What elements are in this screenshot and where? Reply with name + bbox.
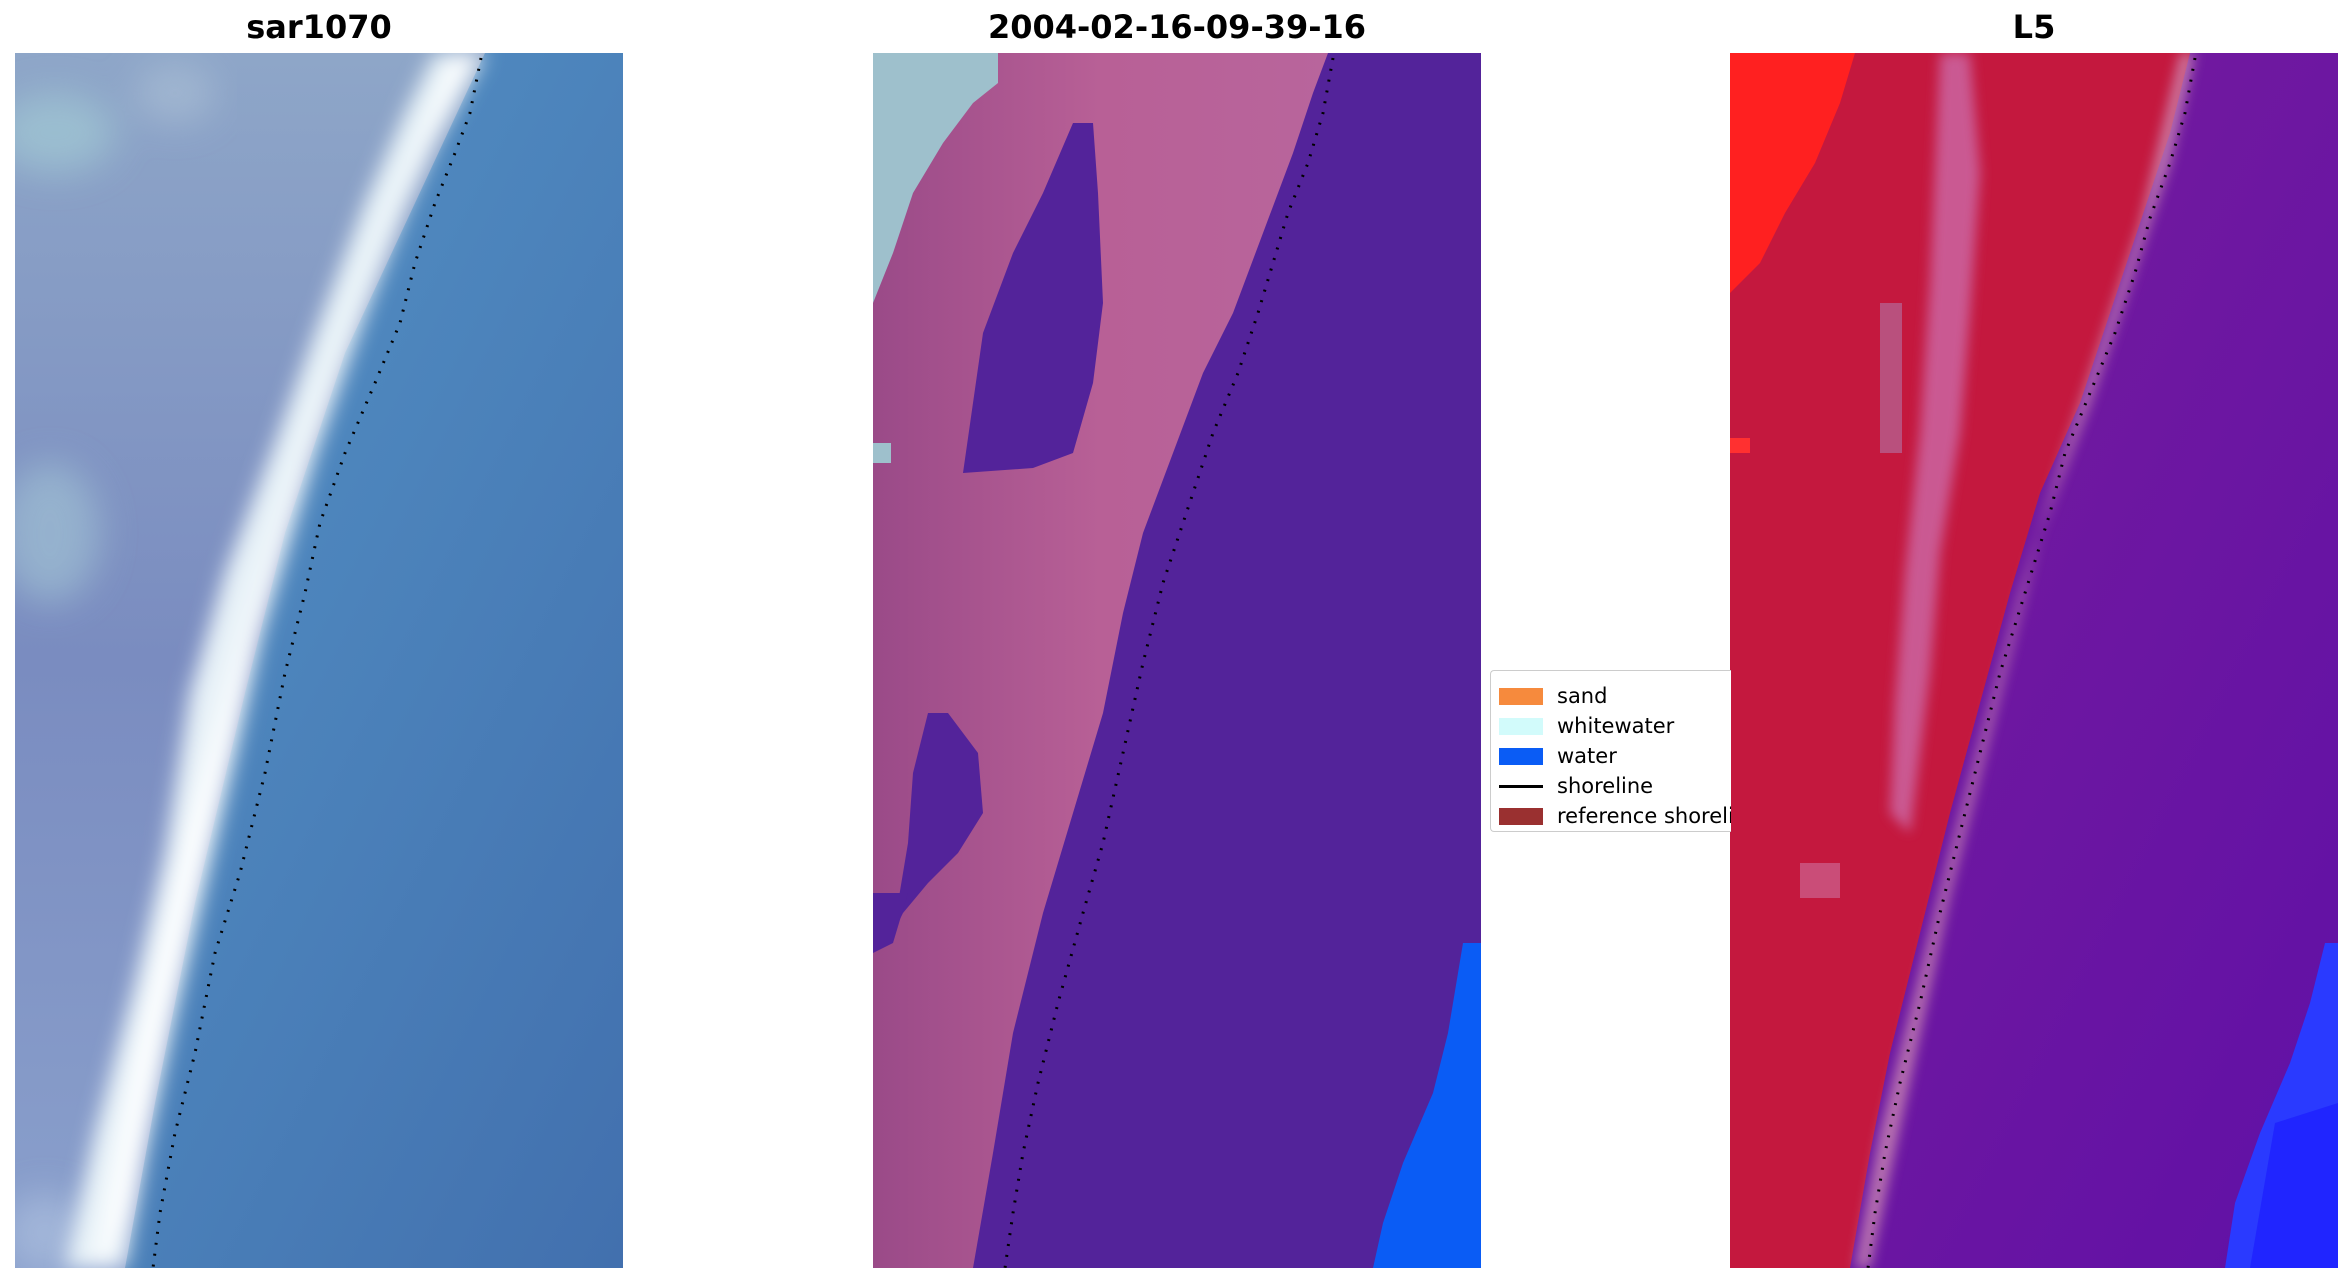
panel-title-classified: 2004-02-16-09-39-16 — [987, 8, 1367, 46]
sand-swatch — [1499, 687, 1543, 705]
legend-item-shoreline: shoreline — [1499, 773, 1653, 799]
shoreline-line — [1003, 57, 1335, 1268]
rgb-image-panel — [15, 53, 623, 1268]
legend: sand whitewater water shoreline referenc… — [1490, 670, 1731, 832]
index-image-panel — [1730, 53, 2338, 1268]
legend-item-reference-shoreline: reference shoreline — [1499, 803, 1731, 829]
panel-title-rgb: sar1070 — [246, 8, 392, 46]
legend-item-water: water — [1499, 743, 1617, 769]
water-swatch — [1499, 747, 1543, 765]
index-image — [1730, 53, 2338, 1268]
legend-label: reference shoreline — [1557, 804, 1731, 828]
shoreline-line — [151, 57, 483, 1268]
legend-item-whitewater: whitewater — [1499, 713, 1674, 739]
legend-label: shoreline — [1557, 774, 1654, 798]
legend-item-sand: sand — [1499, 683, 1607, 709]
reference-shoreline-swatch — [1499, 807, 1543, 825]
classified-image — [873, 53, 1481, 1268]
rgb-image — [15, 53, 623, 1268]
whitewater-swatch — [1499, 717, 1543, 735]
legend-label: whitewater — [1557, 714, 1675, 738]
legend-label: sand — [1557, 684, 1608, 708]
classified-image-panel — [873, 53, 1481, 1268]
shoreline-line-icon — [1499, 784, 1543, 788]
panel-title-index: L5 — [2012, 8, 2056, 46]
legend-label: water — [1557, 744, 1617, 768]
shoreline-line — [1866, 57, 2197, 1268]
